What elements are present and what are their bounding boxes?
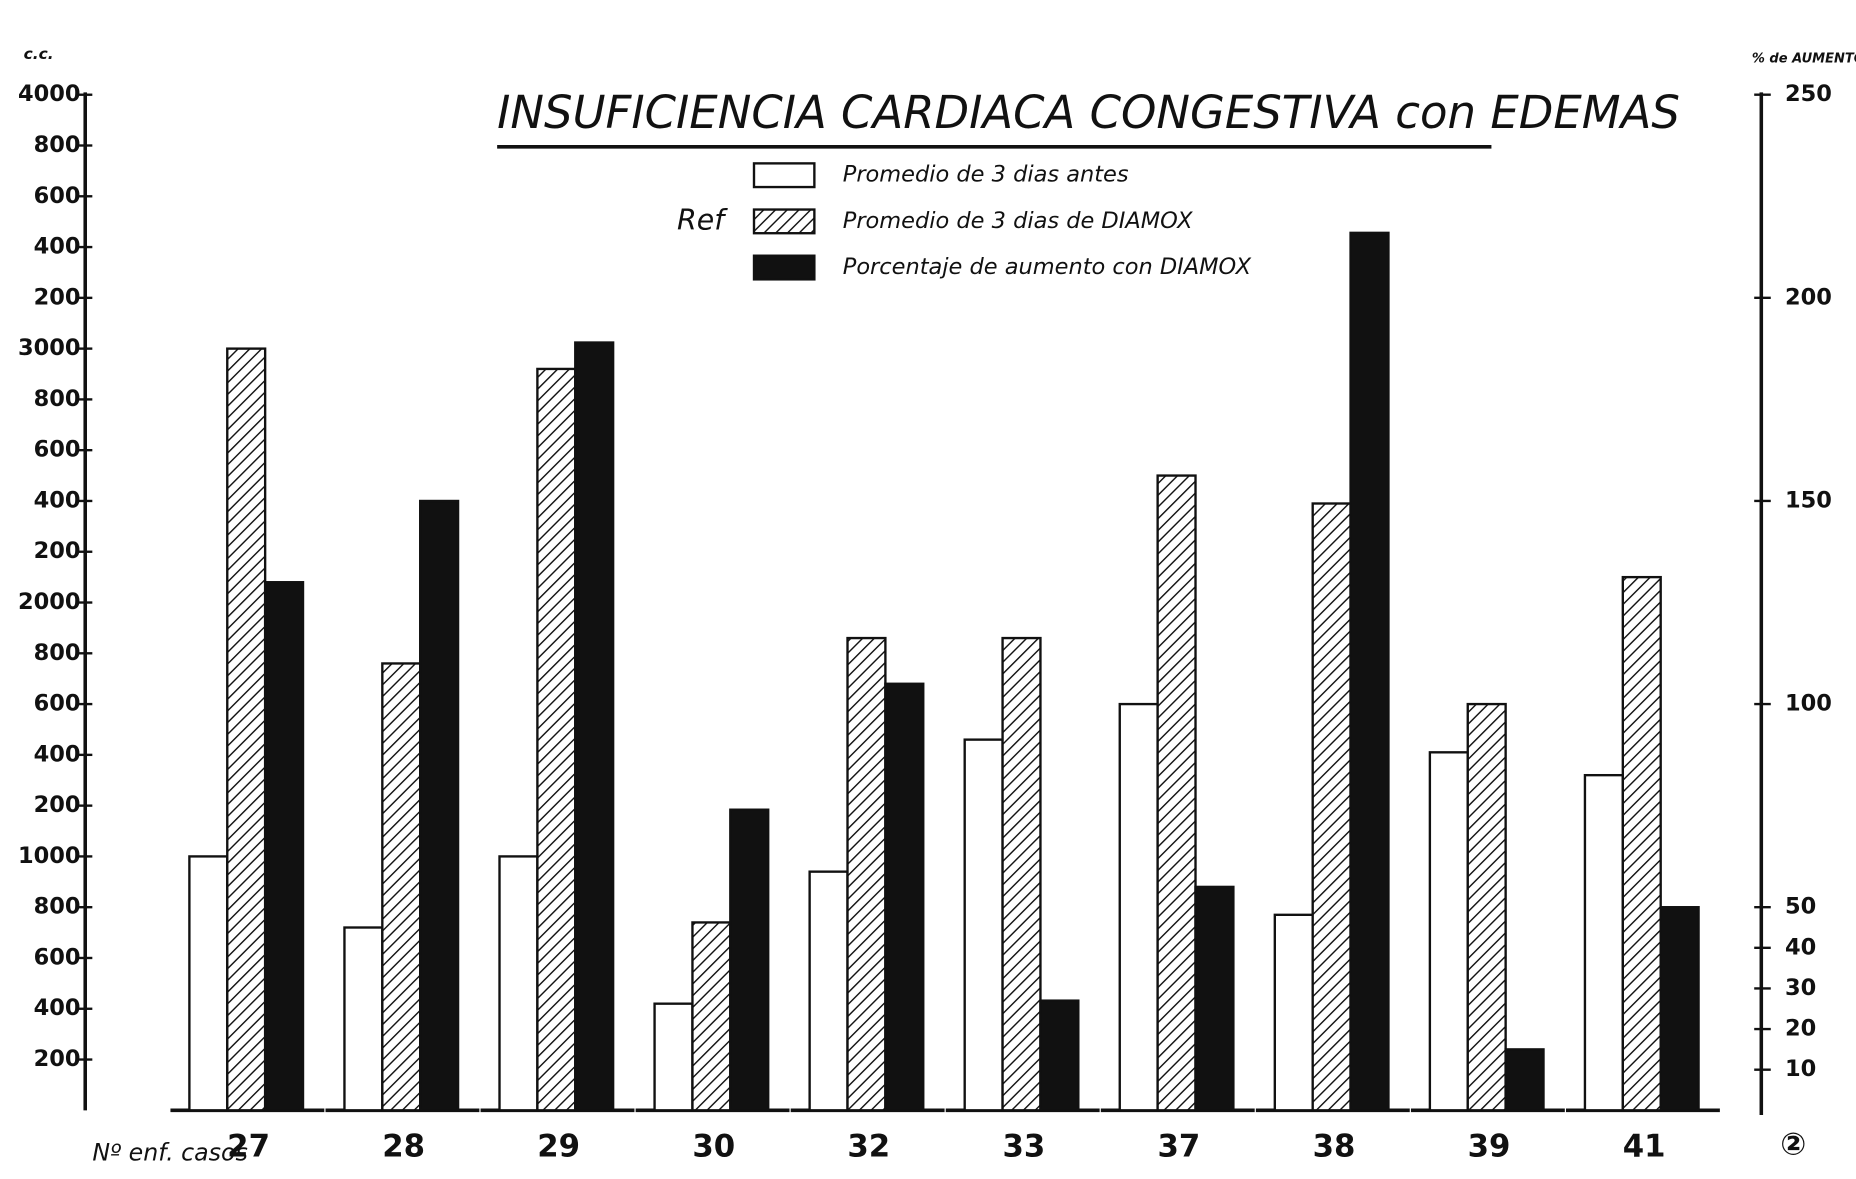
y-tick-label: 800 — [34, 386, 81, 412]
y2-tick-label: 150 — [1785, 487, 1832, 513]
bar — [963, 738, 1004, 1112]
bar — [1039, 999, 1080, 1112]
y-tick-label: 800 — [34, 132, 81, 158]
x-tick-label: 33 — [1002, 1129, 1045, 1165]
y-tick-label: 3000 — [18, 335, 81, 361]
legend-swatch — [752, 254, 816, 281]
bar — [1156, 474, 1197, 1112]
y-tick-label: 800 — [34, 640, 81, 666]
y-tick-label: 2000 — [18, 589, 81, 615]
y-tick-label: 400 — [34, 234, 81, 260]
bar — [808, 870, 849, 1112]
bar — [1001, 636, 1042, 1112]
x-tick-label: 37 — [1158, 1129, 1201, 1165]
bar — [536, 367, 577, 1112]
legend-label: Promedio de 3 dias antes — [843, 162, 1129, 188]
y2-tick-label: 100 — [1785, 691, 1832, 717]
bar — [1583, 773, 1624, 1112]
y-tick-label: 1000 — [18, 843, 81, 869]
bar — [1118, 702, 1159, 1112]
y2-tick-label: 200 — [1785, 284, 1832, 310]
chart-title: INSUFICIENCIA CARDIACA CONGESTIVA con ED… — [497, 86, 1680, 139]
bar — [263, 581, 305, 1112]
y-tick-label: 400 — [34, 487, 81, 513]
bar — [1311, 502, 1352, 1112]
x-tick-label: 38 — [1313, 1129, 1356, 1165]
y2-tick-label: 30 — [1785, 975, 1816, 1001]
y2-tick-label: 40 — [1785, 934, 1816, 960]
y-tick-label: 200 — [34, 284, 81, 310]
bar — [1466, 702, 1507, 1112]
y-tick-label: 200 — [34, 792, 81, 818]
y2-tick-label: 20 — [1785, 1016, 1816, 1042]
bar — [188, 855, 229, 1112]
bar — [884, 682, 925, 1112]
x-tick-label: 27 — [227, 1129, 270, 1165]
y-tick-label: 800 — [34, 894, 81, 920]
y2-axis-label: % de AUMENTO — [1752, 52, 1856, 67]
y-axis-label: c.c. — [24, 45, 54, 63]
x-tick-label: 28 — [382, 1129, 425, 1165]
bar — [1273, 913, 1314, 1112]
bar — [729, 808, 770, 1112]
x-tick-label: 32 — [847, 1129, 890, 1165]
y-tick-label: 200 — [34, 1046, 81, 1072]
bar — [1504, 1048, 1545, 1112]
bar — [574, 341, 615, 1112]
bar — [343, 926, 384, 1112]
y-tick-label: 600 — [34, 691, 81, 717]
y2-tick-label: 50 — [1785, 894, 1816, 920]
legend-label: Promedio de 3 dias de DIAMOX — [843, 208, 1193, 234]
bar — [419, 499, 460, 1112]
bar — [1194, 885, 1235, 1112]
bar — [1428, 751, 1469, 1112]
x-tick-label: 41 — [1623, 1129, 1666, 1165]
legend-swatch — [752, 162, 816, 189]
bar — [498, 855, 539, 1112]
x-tick-label: 30 — [692, 1129, 735, 1165]
y2-tick-label: 250 — [1785, 81, 1832, 107]
y-tick-label: 400 — [34, 995, 81, 1021]
bar — [381, 662, 422, 1112]
y-tick-label: 400 — [34, 741, 81, 767]
y-tick-label: 4000 — [18, 81, 81, 107]
legend-title: Ref — [677, 203, 728, 236]
x-tick-label: 39 — [1468, 1129, 1511, 1165]
x-tick-label: 29 — [537, 1129, 580, 1165]
y-tick-label: 600 — [34, 944, 81, 970]
y-tick-label: 600 — [34, 437, 81, 463]
y-tick-label: 600 — [34, 183, 81, 209]
legend-swatch — [752, 208, 816, 235]
legend-label: Porcentaje de aumento con DIAMOX — [843, 254, 1252, 280]
annotation: ② — [1780, 1126, 1806, 1162]
y-tick-label: 200 — [34, 538, 81, 564]
x-axis-label: Nº enf. casos — [92, 1139, 248, 1167]
bar — [1659, 906, 1700, 1112]
bar — [846, 636, 887, 1112]
bar — [653, 1002, 694, 1112]
y2-tick-label: 10 — [1785, 1056, 1816, 1082]
bar — [226, 347, 267, 1112]
bar — [691, 921, 732, 1112]
bar — [1621, 575, 1662, 1112]
bar — [1349, 231, 1390, 1112]
